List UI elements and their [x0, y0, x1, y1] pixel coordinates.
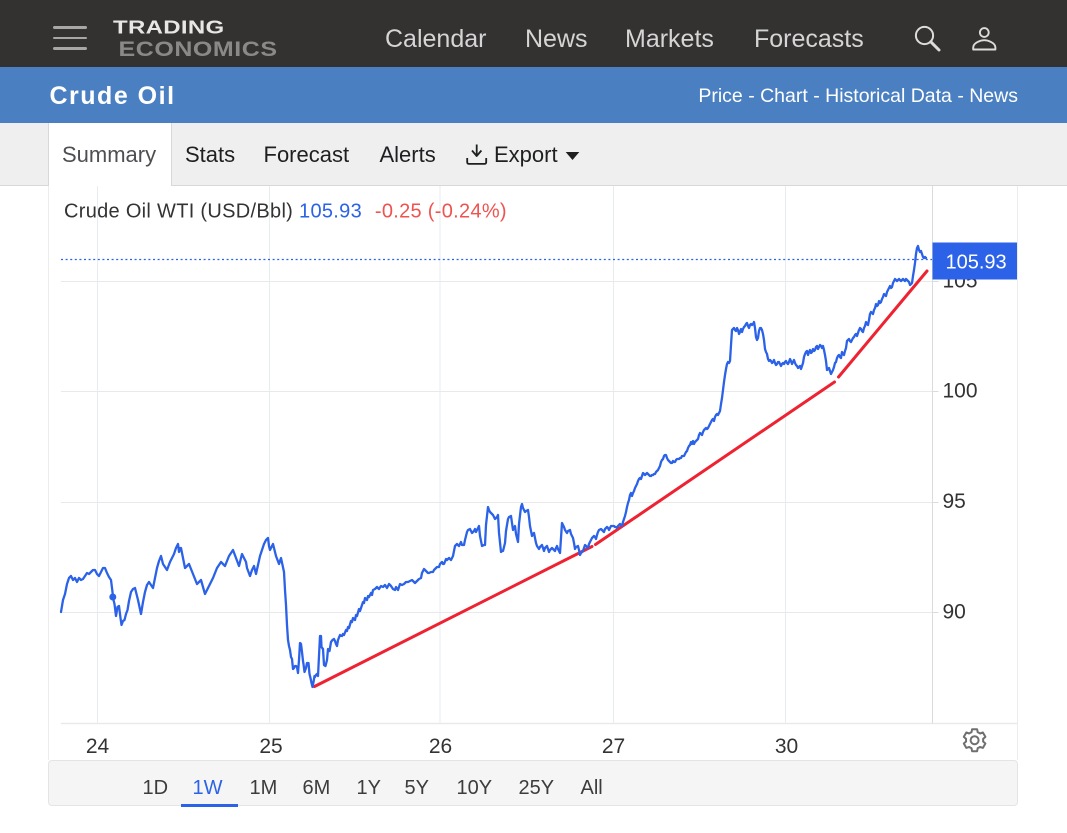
svg-text:27: 27 [602, 735, 625, 758]
svg-text:100: 100 [943, 380, 978, 403]
svg-text:95: 95 [943, 490, 966, 513]
svg-text:24: 24 [86, 735, 110, 758]
svg-text:105.93: 105.93 [946, 251, 1007, 273]
svg-text:26: 26 [429, 735, 452, 758]
svg-text:25: 25 [259, 735, 282, 758]
svg-text:Crude Oil WTI (USD/Bbl) 105.93: Crude Oil WTI (USD/Bbl) 105.93 -0.25 (-0… [64, 201, 507, 223]
svg-text:90: 90 [943, 601, 966, 624]
svg-text:30: 30 [775, 735, 798, 758]
